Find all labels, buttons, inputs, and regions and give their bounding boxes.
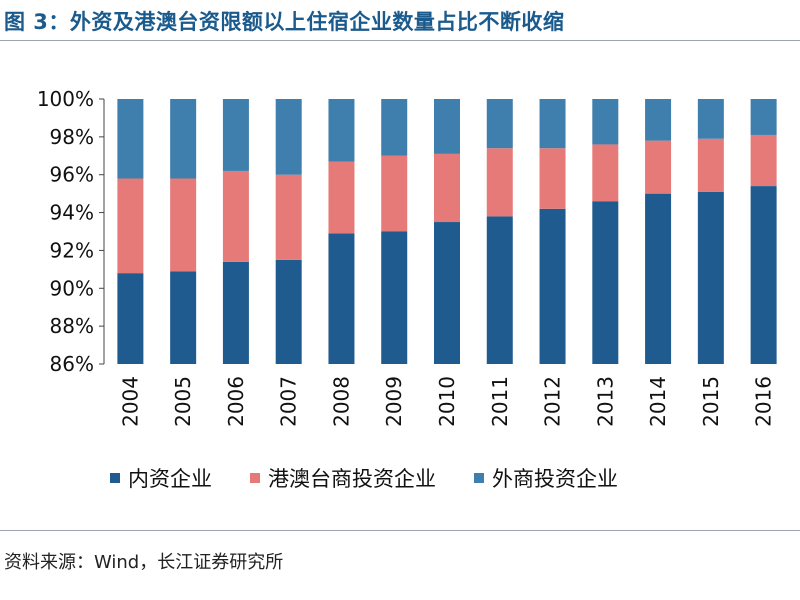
y-tick-label: 98% <box>50 125 94 149</box>
y-tick-label: 94% <box>50 201 94 225</box>
chart-title: 图 3：外资及港澳台资限额以上住宿企业数量占比不断收缩 <box>4 10 565 34</box>
bar-foreign-2013 <box>592 99 619 145</box>
bar-domestic-2016 <box>750 186 777 364</box>
x-tick-label: 2005 <box>171 376 195 427</box>
legend-label-foreign: 外商投资企业 <box>492 467 618 491</box>
bar-domestic-2010 <box>434 222 460 364</box>
bar-hkmt-2004 <box>117 178 144 274</box>
bar-domestic-2011 <box>486 216 513 364</box>
legend-swatch-domestic <box>110 473 120 483</box>
bar-domestic-2004 <box>117 273 144 364</box>
source-divider <box>0 530 800 531</box>
bar-foreign-2012 <box>539 99 566 149</box>
y-tick-label: 92% <box>50 238 94 262</box>
bar-domestic-2006 <box>222 261 249 364</box>
bar-foreign-2009 <box>381 99 408 156</box>
x-tick-label: 2007 <box>277 376 301 427</box>
legend-item-foreign: 外商投资企业 <box>474 463 618 493</box>
x-tick-label: 2016 <box>752 376 776 427</box>
title-divider <box>0 40 800 41</box>
x-tick-label: 2011 <box>488 376 512 427</box>
bar-hkmt-2011 <box>486 148 513 217</box>
bar-hkmt-2010 <box>434 153 460 223</box>
legend-label-hkmt: 港澳台商投资企业 <box>268 467 436 491</box>
bar-domestic-2014 <box>645 193 672 364</box>
bar-hkmt-2014 <box>645 140 672 194</box>
x-tick-label: 2015 <box>699 376 723 427</box>
bar-foreign-2011 <box>486 99 513 149</box>
bar-hkmt-2016 <box>750 134 777 187</box>
bar-domestic-2009 <box>381 231 408 364</box>
bar-foreign-2014 <box>645 99 672 141</box>
bar-domestic-2013 <box>592 201 619 364</box>
legend: 内资企业 港澳台商投资企业 外商投资企业 <box>110 460 656 496</box>
bar-hkmt-2005 <box>170 178 197 272</box>
bar-foreign-2008 <box>328 99 355 162</box>
bar-domestic-2005 <box>170 271 197 364</box>
x-tick-label: 2008 <box>329 376 353 427</box>
bar-hkmt-2015 <box>697 138 724 192</box>
bar-hkmt-2008 <box>328 161 355 234</box>
bar-foreign-2005 <box>170 99 197 179</box>
bar-hkmt-2007 <box>275 174 302 260</box>
bar-foreign-2006 <box>222 99 249 171</box>
bar-hkmt-2012 <box>539 148 566 209</box>
legend-label-domestic: 内资企业 <box>128 467 212 491</box>
source-note: 资料来源：Wind，长江证券研究所 <box>4 552 284 573</box>
stacked-bar-chart: 86% 88% 90% 92% 94% 96% 98% 100% 2004 2005 2006 200… <box>37 87 777 427</box>
legend-swatch-foreign <box>474 473 484 483</box>
bar-domestic-2008 <box>328 233 355 364</box>
y-tick-label: 86% <box>50 352 94 376</box>
bar-foreign-2004 <box>117 99 144 179</box>
bar-hkmt-2013 <box>592 144 619 202</box>
bar-foreign-2015 <box>697 99 724 139</box>
legend-swatch-hkmt <box>250 473 260 483</box>
bar-domestic-2007 <box>275 259 302 364</box>
bar-foreign-2007 <box>275 99 302 175</box>
y-tick-label: 100% <box>37 87 94 111</box>
x-tick-label: 2006 <box>224 376 248 427</box>
bar-hkmt-2009 <box>381 155 408 232</box>
y-tick-label: 90% <box>50 276 94 300</box>
legend-item-domestic: 内资企业 <box>110 463 212 493</box>
x-tick-label: 2014 <box>646 376 670 427</box>
x-tick-label: 2010 <box>435 376 459 427</box>
bar-foreign-2010 <box>434 99 460 154</box>
legend-item-hkmt: 港澳台商投资企业 <box>250 463 436 493</box>
x-tick-label: 2009 <box>382 376 406 427</box>
bar-domestic-2012 <box>539 208 566 364</box>
y-tick-label: 96% <box>50 163 94 187</box>
x-tick-label: 2013 <box>593 376 617 427</box>
bar-domestic-2015 <box>697 191 724 364</box>
x-tick-label: 2004 <box>118 376 142 427</box>
y-tick-label: 88% <box>50 314 94 338</box>
bar-hkmt-2006 <box>222 170 249 262</box>
bar-foreign-2016 <box>750 99 777 135</box>
x-tick-label: 2012 <box>541 376 565 427</box>
